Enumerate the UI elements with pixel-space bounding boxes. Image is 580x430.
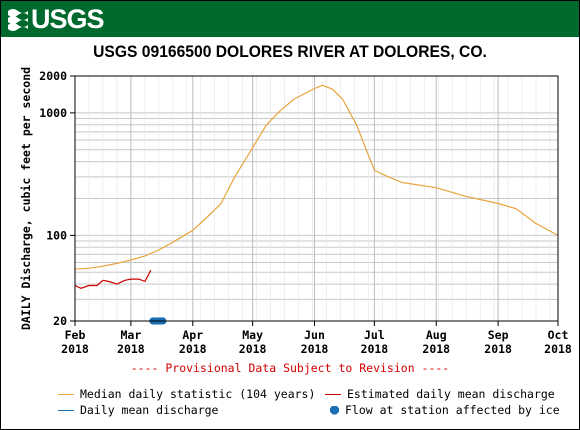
- legend-item-ice: Flow at station affected by ice: [330, 403, 560, 417]
- x-tick-label-month: Apr: [182, 328, 203, 342]
- legend-swatch-median: [58, 393, 74, 395]
- x-tick-label-month: Jun: [304, 328, 325, 342]
- x-tick-label-year: 2018: [239, 342, 267, 356]
- y-axis-label: DAILY Discharge, cubic feet per second: [19, 67, 33, 330]
- legend-label-estimated: Estimated daily mean discharge: [347, 387, 555, 401]
- legend-label-daily: Daily mean discharge: [80, 403, 219, 417]
- x-tick-label-month: Oct: [548, 328, 569, 342]
- usgs-logo-text: USGS: [31, 3, 105, 34]
- series-line-estimated: [74, 269, 152, 289]
- chart-title: USGS 09166500 DOLORES RIVER AT DOLORES, …: [93, 42, 487, 61]
- chart-legend: Median daily statistic (104 years) Estim…: [0, 385, 580, 425]
- usgs-header-bar: USGS: [1, 1, 579, 37]
- series-line-median: [74, 84, 559, 270]
- x-tick-label-month: Sep: [488, 328, 509, 342]
- plot-border: [74, 75, 559, 322]
- legend-item-estimated: Estimated daily mean discharge: [325, 387, 555, 401]
- x-tick-label-month: Mar: [120, 328, 141, 342]
- legend-swatch-estimated: [325, 393, 341, 395]
- x-tick-label-month: Aug: [426, 328, 447, 342]
- legend-swatch-daily: [58, 409, 74, 411]
- ice-marker-icon: [330, 405, 339, 415]
- x-tick-label-year: 2018: [179, 342, 207, 356]
- x-tick-label-year: 2018: [361, 342, 389, 356]
- legend-item-daily: Daily mean discharge: [58, 403, 218, 417]
- x-tick-label-year: 2018: [484, 342, 512, 356]
- y-tick-label: 20: [53, 314, 67, 328]
- x-tick-label-year: 2018: [301, 342, 329, 356]
- y-tick-label: 1000: [39, 106, 67, 120]
- y-tick-label: 2000: [39, 69, 67, 83]
- x-tick-label-year: 2018: [117, 342, 145, 356]
- x-tick-label-month: May: [242, 328, 263, 342]
- y-tick-label: 100: [46, 228, 67, 242]
- x-tick-label-year: 2018: [544, 342, 572, 356]
- x-tick-label-year: 2018: [61, 342, 89, 356]
- legend-label-median: Median daily statistic (104 years): [80, 387, 316, 401]
- usgs-logo[interactable]: USGS: [7, 3, 105, 34]
- provisional-notice: ---- Provisional Data Subject to Revisio…: [130, 361, 450, 375]
- x-tick-label-month: Jul: [364, 328, 385, 342]
- x-tick-label-year: 2018: [422, 342, 450, 356]
- legend-item-median: Median daily statistic (104 years): [58, 387, 315, 401]
- chart-series: [74, 84, 559, 325]
- chart-ticks: 2010010002000Feb2018Mar2018Apr2018May201…: [39, 69, 572, 356]
- usgs-waves-icon: [8, 9, 28, 31]
- x-tick-label-month: Feb: [65, 328, 86, 342]
- chart-grid: [74, 75, 559, 322]
- legend-label-ice: Flow at station affected by ice: [345, 403, 560, 417]
